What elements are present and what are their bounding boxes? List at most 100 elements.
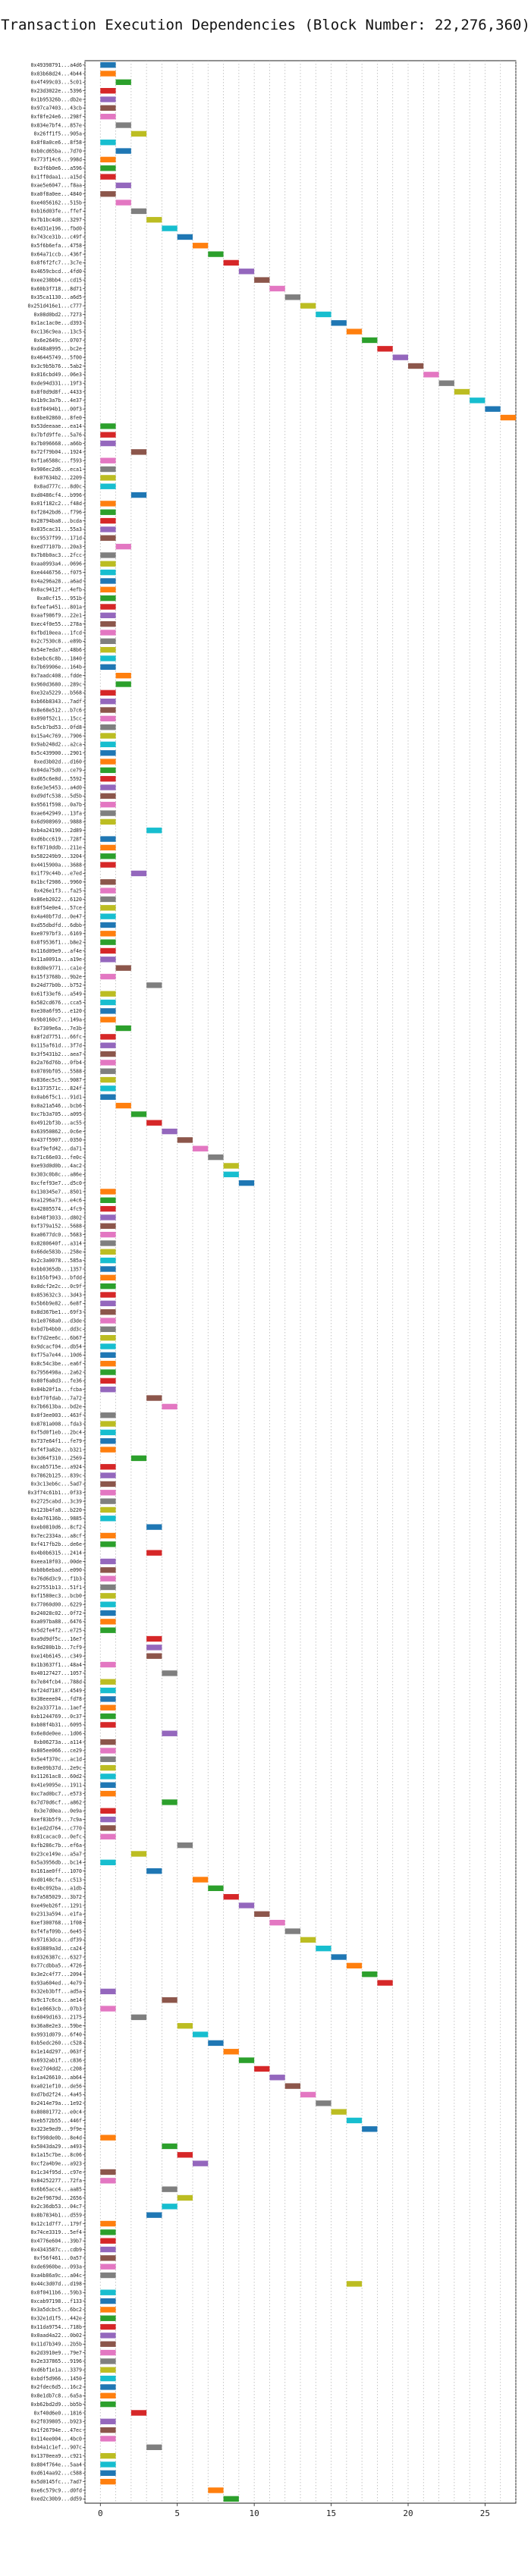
y-tick-label: 0x7aadc408...fdde [31,673,83,679]
transaction-bar [100,2478,116,2485]
y-tick-label: 0x130345e7...8501 [31,1189,83,1195]
y-tick-label: 0x9d280b1b...7cf9 [31,1645,83,1651]
transaction-bar [470,397,485,404]
y-tick-label: 0x6d908969...9888 [31,819,83,825]
transaction-bar [162,1799,178,1805]
y-tick-label: 0x7ec2334a...a8cf [31,1533,83,1539]
y-tick-label: 0xf7d2ee6c...6b67 [31,1335,83,1341]
transaction-bar [100,612,116,618]
x-tick-label: 15 [326,2508,336,2518]
y-tick-label: 0x63950862...0c6e [31,1129,83,1135]
transaction-bar [100,1197,116,1203]
transaction-bar [100,638,116,645]
transaction-bar [100,630,116,636]
transaction-bar [100,1060,116,1066]
transaction-bar [100,191,116,197]
transaction-bar [300,303,316,309]
y-tick-label: 0x3c13eb6c...5ad7 [31,1481,83,1487]
y-tick-label: 0xed3b02d...d160 [33,759,82,765]
y-tick-label: 0xd0148cfa...c513 [31,1877,83,1883]
transaction-bar [100,1532,116,1539]
transaction-bar [392,354,408,360]
y-tick-label: 0x9561f598...0a7b [31,802,83,808]
y-tick-label: 0x15f3768b...9b2e [31,974,83,980]
y-tick-label: 0x437f5907...0350 [31,1137,83,1143]
transaction-bar [100,1825,116,1831]
y-tick-label: 0x7862b125...839c [31,1472,83,1478]
transaction-bar [100,1283,116,1290]
y-tick-label: 0x7a585029...3b72 [31,1894,83,1900]
transaction-bar [100,1085,116,1092]
transaction-bar [100,2315,116,2321]
y-tick-label: 0x582cd676...cca5 [31,1000,83,1006]
y-tick-label: 0xa1296a73...e4c6 [31,1198,83,1204]
transaction-bar [115,672,131,679]
transaction-bar [100,1318,116,1324]
y-tick-label: 0xcfef93e7...d5c0 [31,1180,83,1186]
transaction-bar [269,1919,285,1926]
transaction-bar [100,2470,116,2477]
y-tick-label: 0x28794ba8...bcda [31,518,83,524]
transaction-bar [316,2100,331,2106]
y-tick-label: 0xc7b3a705...a095 [31,1111,83,1117]
y-tick-label: 0x2a33771a...1aef [31,1705,83,1711]
y-tick-label: 0x6049d163...2175 [31,2015,83,2021]
y-tick-label: 0xd0486cf4...b996 [31,492,83,498]
transaction-bar [115,79,131,86]
y-tick-label: 0x15a4c769...7906 [31,733,83,739]
y-tick-label: 0xae642949...13fa [31,810,83,816]
y-tick-label: 0x2f039805...b923 [31,2419,83,2425]
y-tick-label: 0xeb572b55...446f [31,2118,83,2124]
y-tick-label: 0xf998de0b...8e4d [31,2135,83,2141]
y-tick-label: 0x38eeee04...fd78 [31,1696,83,1702]
transaction-bar [100,896,116,903]
y-tick-label: 0x8d367be1...69f3 [31,1309,83,1315]
y-tick-label: 0x42805574...4fc9 [31,1206,83,1212]
y-tick-label: 0xd6bcc619...728f [31,836,83,842]
transaction-bar [130,870,147,877]
y-tick-label: 0x1f79c44b...e7ed [31,871,83,877]
transaction-bar [100,1790,116,1797]
y-tick-label: 0xe4446756...f075 [31,570,83,576]
transaction-bar [100,1042,116,1048]
transaction-bar [100,1739,116,1745]
transaction-bar [177,2023,193,2029]
y-tick-label: 0x1370eea9...c921 [31,2453,83,2459]
transaction-bar [100,2006,116,2012]
y-tick-label: 0x1f26794e...47ec [31,2427,83,2433]
y-tick-label: 0x35ca1130...a6d5 [31,294,83,300]
transaction-bar [162,2143,178,2150]
transaction-bar [100,1205,116,1212]
y-tick-label: 0x7bfd9ffe...5a76 [31,432,83,438]
y-tick-label: 0x5a3956db...bc14 [31,1860,83,1866]
transaction-bar [100,1627,116,1633]
y-tick-label: 0x6e8de0ee...1d06 [31,1731,83,1737]
y-tick-label: 0x1b5bf943...bfdd [31,1275,83,1281]
transaction-bar [100,569,116,576]
transaction-bar [100,724,116,730]
transaction-bar [100,475,116,481]
y-tick-label: 0xef300768...1f08 [31,1920,83,1926]
y-tick-label: 0xee238bb4...cd15 [31,277,83,283]
transaction-bar [177,2152,193,2158]
transaction-bar [162,1670,178,1676]
transaction-bar [100,2427,116,2433]
transaction-bar [100,61,116,68]
y-tick-label: 0xde94d331...19f3 [31,380,83,386]
transaction-bar [100,784,116,790]
y-tick-label: 0x1ff0daa1...a15d [31,174,83,180]
transaction-bar [100,2272,116,2279]
transaction-bar [100,1266,116,1272]
y-tick-label: 0x24d77b0b...b752 [31,982,83,988]
y-tick-label: 0x04b20f1a...fcba [31,1387,83,1393]
transaction-bar [177,234,193,240]
y-tick-label: 0x960d3680...289c [31,681,83,687]
transaction-bar [100,1335,116,1341]
y-tick-label: 0x24028c02...0f72 [31,1610,83,1616]
y-tick-label: 0x03b68d24...4b44 [31,71,83,77]
transaction-bar [100,1472,116,1478]
transaction-bar [115,148,131,154]
y-tick-label: 0x04da75d0...ce79 [31,768,83,774]
transaction-bar [146,982,162,988]
transaction-bar [100,2333,116,2339]
